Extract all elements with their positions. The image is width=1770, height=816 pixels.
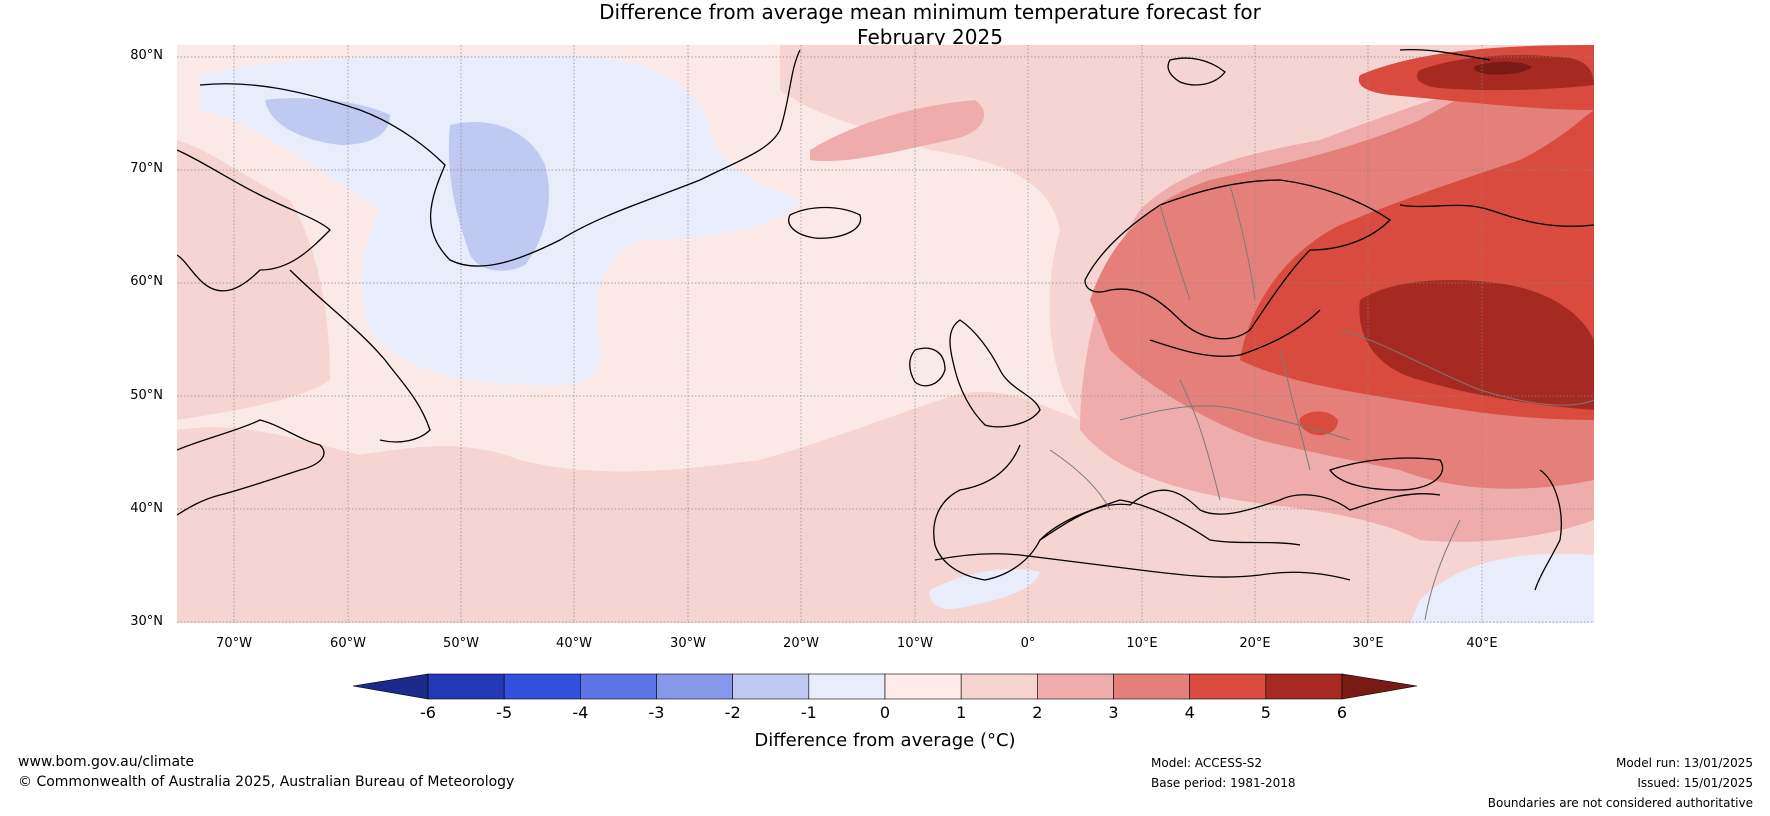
lon-label-30w: 30°W: [670, 636, 706, 651]
colorbar-segments: [427, 673, 1343, 700]
footer-disclaimer: Boundaries are not considered authoritat…: [1487, 796, 1753, 810]
colorbar-segment: [656, 673, 733, 700]
colorbar-segment: [427, 673, 505, 700]
anomaly-band-4-5-romania: [1299, 411, 1338, 436]
colorbar: [352, 673, 1418, 700]
colorbar-tick-label: -5: [496, 703, 513, 722]
iceland-coast: [788, 206, 862, 239]
footer-model-run: Model run: 13/01/2025: [1615, 756, 1753, 770]
anomaly-band-m1-0-iberia: [929, 569, 1040, 610]
lon-label-10w: 10°W: [897, 636, 933, 651]
labrador-coast: [289, 269, 431, 443]
footer-website[interactable]: www.bom.gov.au/climate: [18, 754, 195, 770]
anomaly-band-5-6-russia: [1359, 280, 1594, 410]
baffin-coast: [177, 149, 331, 292]
lat-label-60n: 60°N: [130, 274, 163, 289]
border-line: [1119, 405, 1351, 441]
footer-model: Model: ACCESS-S2: [1151, 756, 1263, 770]
svalbard-coast: [1167, 57, 1226, 86]
colorbar-tick-label: -4: [572, 703, 589, 722]
footer-base-period: Base period: 1981-2018: [1151, 776, 1296, 790]
colorbar-tick-label: 0: [879, 703, 891, 722]
lat-label-70n: 70°N: [130, 161, 163, 176]
colorbar-tick-label: 3: [1108, 703, 1119, 722]
lat-label-40n: 40°N: [130, 501, 163, 516]
anomaly-band-m1-0-middle-east: [1410, 553, 1594, 623]
ireland-coast: [909, 347, 946, 387]
colorbar-segment: [1113, 673, 1190, 700]
north-africa-coast: [934, 553, 1351, 581]
scandinavia-coast: [1084, 179, 1392, 340]
black-sea-coast: [1328, 457, 1444, 491]
colorbar-segment: [732, 673, 810, 700]
lon-label-20e: 20°E: [1239, 636, 1271, 651]
map-plot-area: [177, 45, 1594, 623]
border-line: [1159, 204, 1191, 301]
anomaly-band-m2-m1-greenland-east: [448, 121, 549, 271]
colorbar-tick-label: 4: [1184, 703, 1195, 722]
lat-label-80n: 80°N: [130, 48, 163, 63]
map-title: Difference from average mean minimum tem…: [0, 0, 1770, 50]
anomaly-band-gt6-arctic: [1474, 61, 1532, 75]
colorbar-tick-label: -6: [420, 703, 436, 722]
colorbar-tick-label: -1: [800, 703, 817, 722]
lon-label-30e: 30°E: [1352, 636, 1384, 651]
lon-label-10e: 10°E: [1126, 636, 1158, 651]
colorbar-segment: [503, 673, 581, 700]
europe-west-coast: [933, 444, 1301, 581]
colorbar-tick-label: -3: [648, 703, 665, 722]
uk-coast: [949, 319, 1041, 428]
colorbar-min-arrow: [352, 673, 429, 700]
novaya-zemlya-coast: [1399, 49, 1491, 61]
colorbar-segment: [960, 673, 1038, 700]
colorbar-max-arrow: [1341, 673, 1418, 700]
newfoundland-coast: [177, 419, 325, 516]
colorbar-tick-label: 5: [1260, 703, 1271, 722]
country-borders: [1049, 184, 1594, 621]
greenland-coast: [199, 49, 801, 267]
colorbar-segment: [580, 673, 657, 700]
colorbar-tick-label: 6: [1336, 703, 1348, 722]
colorbar-segment: [808, 673, 886, 700]
lon-label-40e: 40°E: [1466, 636, 1498, 651]
border-line: [1339, 329, 1594, 406]
coastlines: [177, 49, 1594, 591]
anomaly-band-2-3-north-sea-lane: [810, 100, 985, 161]
lon-label-0: 0°: [1020, 636, 1036, 651]
colorbar-segment: [1189, 673, 1267, 700]
lon-label-70w: 70°W: [216, 636, 252, 651]
colorbar-tick-label: -2: [724, 703, 741, 722]
colorbar-label: Difference from average (°C): [754, 730, 1016, 751]
footer-copyright: © Commonwealth of Australia 2025, Austra…: [18, 774, 515, 790]
border-line: [1229, 184, 1256, 301]
lat-label-50n: 50°N: [130, 388, 163, 403]
border-line: [1179, 379, 1221, 501]
white-sea-coast: [1399, 204, 1594, 227]
title-line-1: Difference from average mean minimum tem…: [599, 0, 1261, 24]
lon-label-40w: 40°W: [556, 636, 592, 651]
map-gridlines: [177, 45, 1594, 623]
lon-label-60w: 60°W: [330, 636, 366, 651]
lon-label-20w: 20°W: [783, 636, 819, 651]
border-line: [1279, 349, 1311, 471]
border-line: [1424, 519, 1461, 621]
colorbar-segment: [1265, 673, 1343, 700]
lon-label-50w: 50°W: [443, 636, 479, 651]
caspian-coast: [1534, 469, 1562, 591]
colorbar-segment: [884, 673, 962, 700]
colorbar-tick-label: 2: [1032, 703, 1043, 722]
lat-label-30n: 30°N: [130, 614, 163, 629]
baltic-coast: [1149, 309, 1321, 357]
border-line: [1049, 449, 1111, 511]
colorbar-tick-label: 1: [956, 703, 967, 722]
footer-issued: Issued: 15/01/2025: [1637, 776, 1753, 790]
med-north-coast: [1039, 489, 1441, 541]
colorbar-segment: [1037, 673, 1114, 700]
